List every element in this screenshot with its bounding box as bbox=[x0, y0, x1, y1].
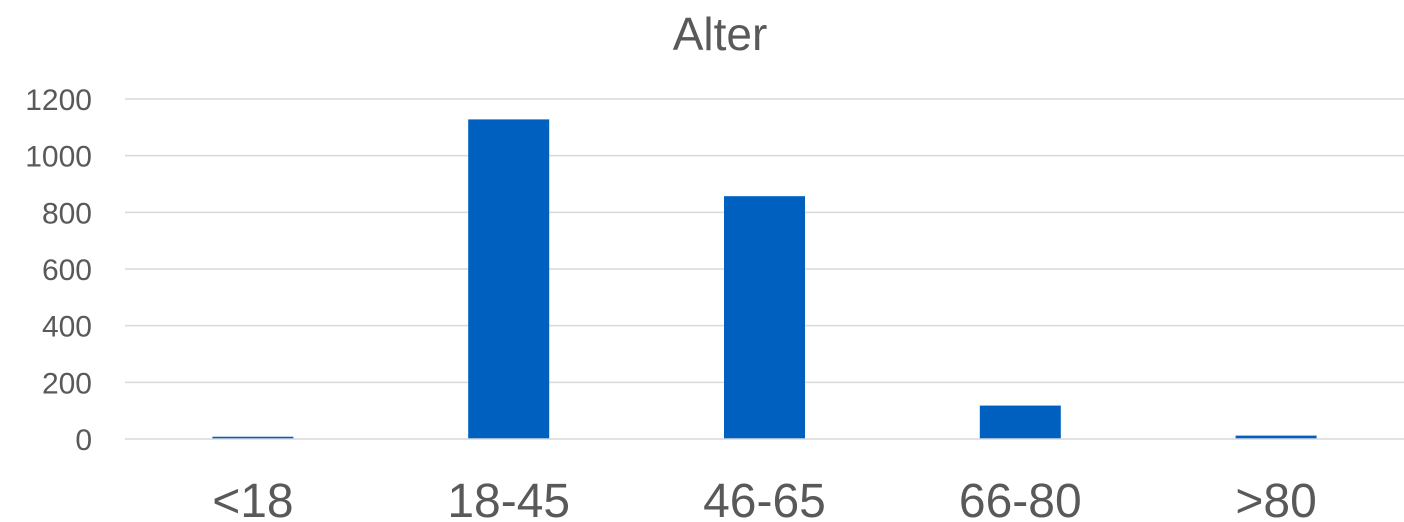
x-tick-label: 66-80 bbox=[959, 475, 1082, 522]
y-tick-label: 1200 bbox=[25, 84, 92, 117]
bar-4 bbox=[1235, 435, 1317, 439]
bar-0 bbox=[212, 436, 294, 439]
y-tick-label: 600 bbox=[42, 254, 92, 287]
bars bbox=[212, 119, 1317, 440]
x-tick-label: >80 bbox=[1235, 475, 1316, 522]
bar-2 bbox=[724, 196, 805, 439]
x-axis-tick-labels: <18 18-45 46-65 66-80 >80 bbox=[212, 475, 1317, 522]
x-tick-label: <18 bbox=[212, 475, 293, 522]
chart-title: Alter bbox=[673, 8, 768, 60]
y-tick-label: 1000 bbox=[25, 141, 92, 174]
y-axis-tick-labels: 0 200 400 600 800 1000 1200 bbox=[25, 84, 92, 457]
x-tick-label: 18-45 bbox=[447, 475, 570, 522]
y-tick-label: 0 bbox=[75, 424, 92, 457]
y-tick-label: 800 bbox=[42, 197, 92, 230]
y-tick-label: 200 bbox=[42, 367, 92, 400]
bar-1 bbox=[468, 119, 550, 440]
y-tick-label: 400 bbox=[42, 311, 92, 344]
bar-3 bbox=[979, 405, 1061, 439]
x-tick-label: 46-65 bbox=[703, 475, 826, 522]
